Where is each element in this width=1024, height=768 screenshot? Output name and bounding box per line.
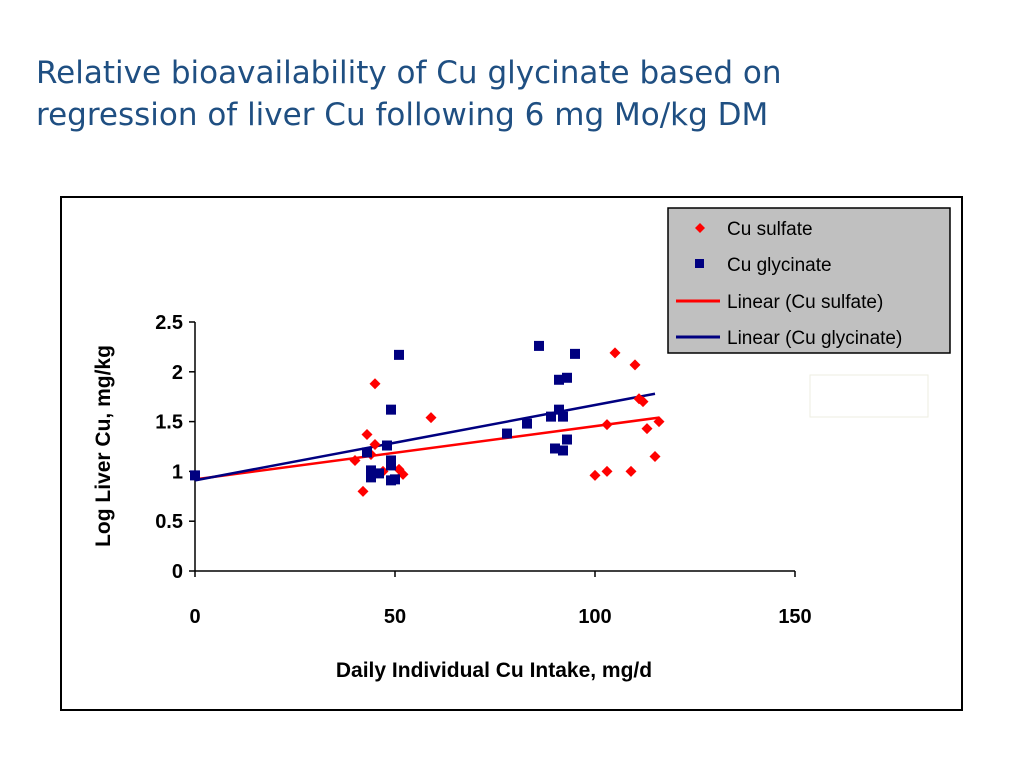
legend: Cu sulfate Cu glycinate Linear (Cu sulfa… — [667, 207, 951, 354]
point-cu-sulfate — [625, 465, 637, 477]
y-tick-label: 0 — [172, 561, 183, 583]
point-cu-glycinate — [558, 411, 568, 422]
point-cu-glycinate — [558, 445, 568, 456]
point-cu-glycinate — [386, 404, 396, 415]
point-cu-sulfate — [641, 423, 653, 435]
y-tick-label: 0.5 — [155, 511, 183, 533]
legend-label-linear-cu-glycinate: Linear (Cu glycinate) — [727, 328, 902, 349]
y-tick-label: 1 — [172, 461, 183, 483]
legend-marker-cu-sulfate — [695, 223, 705, 233]
x-tick-label: 100 — [578, 606, 611, 628]
point-cu-sulfate — [357, 485, 369, 497]
point-cu-glycinate — [534, 340, 544, 351]
point-cu-glycinate — [382, 440, 392, 451]
point-cu-sulfate — [609, 347, 621, 359]
slide-title-line-1: Relative bioavailability of Cu glycinate… — [36, 55, 782, 91]
point-cu-glycinate — [190, 470, 200, 481]
point-cu-glycinate — [390, 474, 400, 485]
trendline-linear-cu-glycinate — [194, 392, 656, 482]
slide-title-line-2: regression of liver Cu following 6 mg Mo… — [36, 97, 769, 133]
legend-label-cu-sulfate: Cu sulfate — [727, 219, 813, 240]
point-cu-sulfate — [369, 439, 381, 451]
point-cu-glycinate — [546, 411, 556, 422]
plot-area: 0 0.5 1 1.5 2 2.5 0 50 100 150 — [155, 312, 812, 628]
point-cu-glycinate — [562, 434, 572, 445]
legend-marker-cu-glycinate — [695, 259, 704, 268]
y-tick-label: 2.5 — [155, 312, 183, 334]
point-cu-glycinate — [554, 374, 564, 385]
point-cu-sulfate — [601, 419, 613, 431]
blank-box — [809, 374, 929, 418]
point-cu-sulfate — [589, 469, 601, 481]
x-tick-label: 0 — [189, 606, 200, 628]
x-tick-label: 150 — [778, 606, 811, 628]
point-cu-glycinate — [570, 348, 580, 359]
y-axis-label: Log Liver Cu, mg/kg — [92, 345, 115, 547]
point-cu-glycinate — [374, 468, 384, 479]
point-cu-glycinate — [522, 418, 532, 429]
point-cu-sulfate — [601, 465, 613, 477]
trendline-linear-cu-sulfate — [194, 416, 660, 481]
point-cu-sulfate — [649, 450, 661, 462]
y-tick-label: 2 — [172, 362, 183, 384]
legend-label-linear-cu-sulfate: Linear (Cu sulfate) — [727, 292, 883, 313]
point-cu-sulfate — [369, 378, 381, 390]
x-axis-label: Daily Individual Cu Intake, mg/d — [336, 659, 652, 682]
point-cu-glycinate — [550, 443, 560, 454]
point-cu-glycinate — [366, 465, 376, 476]
legend-label-cu-glycinate: Cu glycinate — [727, 255, 832, 276]
point-cu-sulfate — [637, 396, 649, 408]
point-cu-sulfate — [653, 416, 665, 428]
point-cu-glycinate — [386, 455, 396, 466]
slide-title: Relative bioavailability of Cu glycinate… — [36, 52, 996, 136]
point-cu-sulfate — [397, 468, 409, 480]
point-cu-sulfate — [349, 454, 361, 466]
point-cu-glycinate — [366, 472, 376, 483]
point-cu-sulfate — [361, 429, 373, 441]
point-cu-glycinate — [394, 349, 404, 360]
point-cu-glycinate — [502, 428, 512, 439]
point-cu-sulfate — [629, 359, 641, 371]
point-cu-sulfate — [425, 412, 437, 424]
y-tick-label: 1.5 — [155, 412, 183, 434]
point-cu-glycinate — [562, 372, 572, 383]
legend-box — [667, 207, 951, 354]
point-cu-glycinate — [554, 404, 564, 415]
x-tick-label: 50 — [384, 606, 406, 628]
point-cu-glycinate — [362, 447, 372, 458]
